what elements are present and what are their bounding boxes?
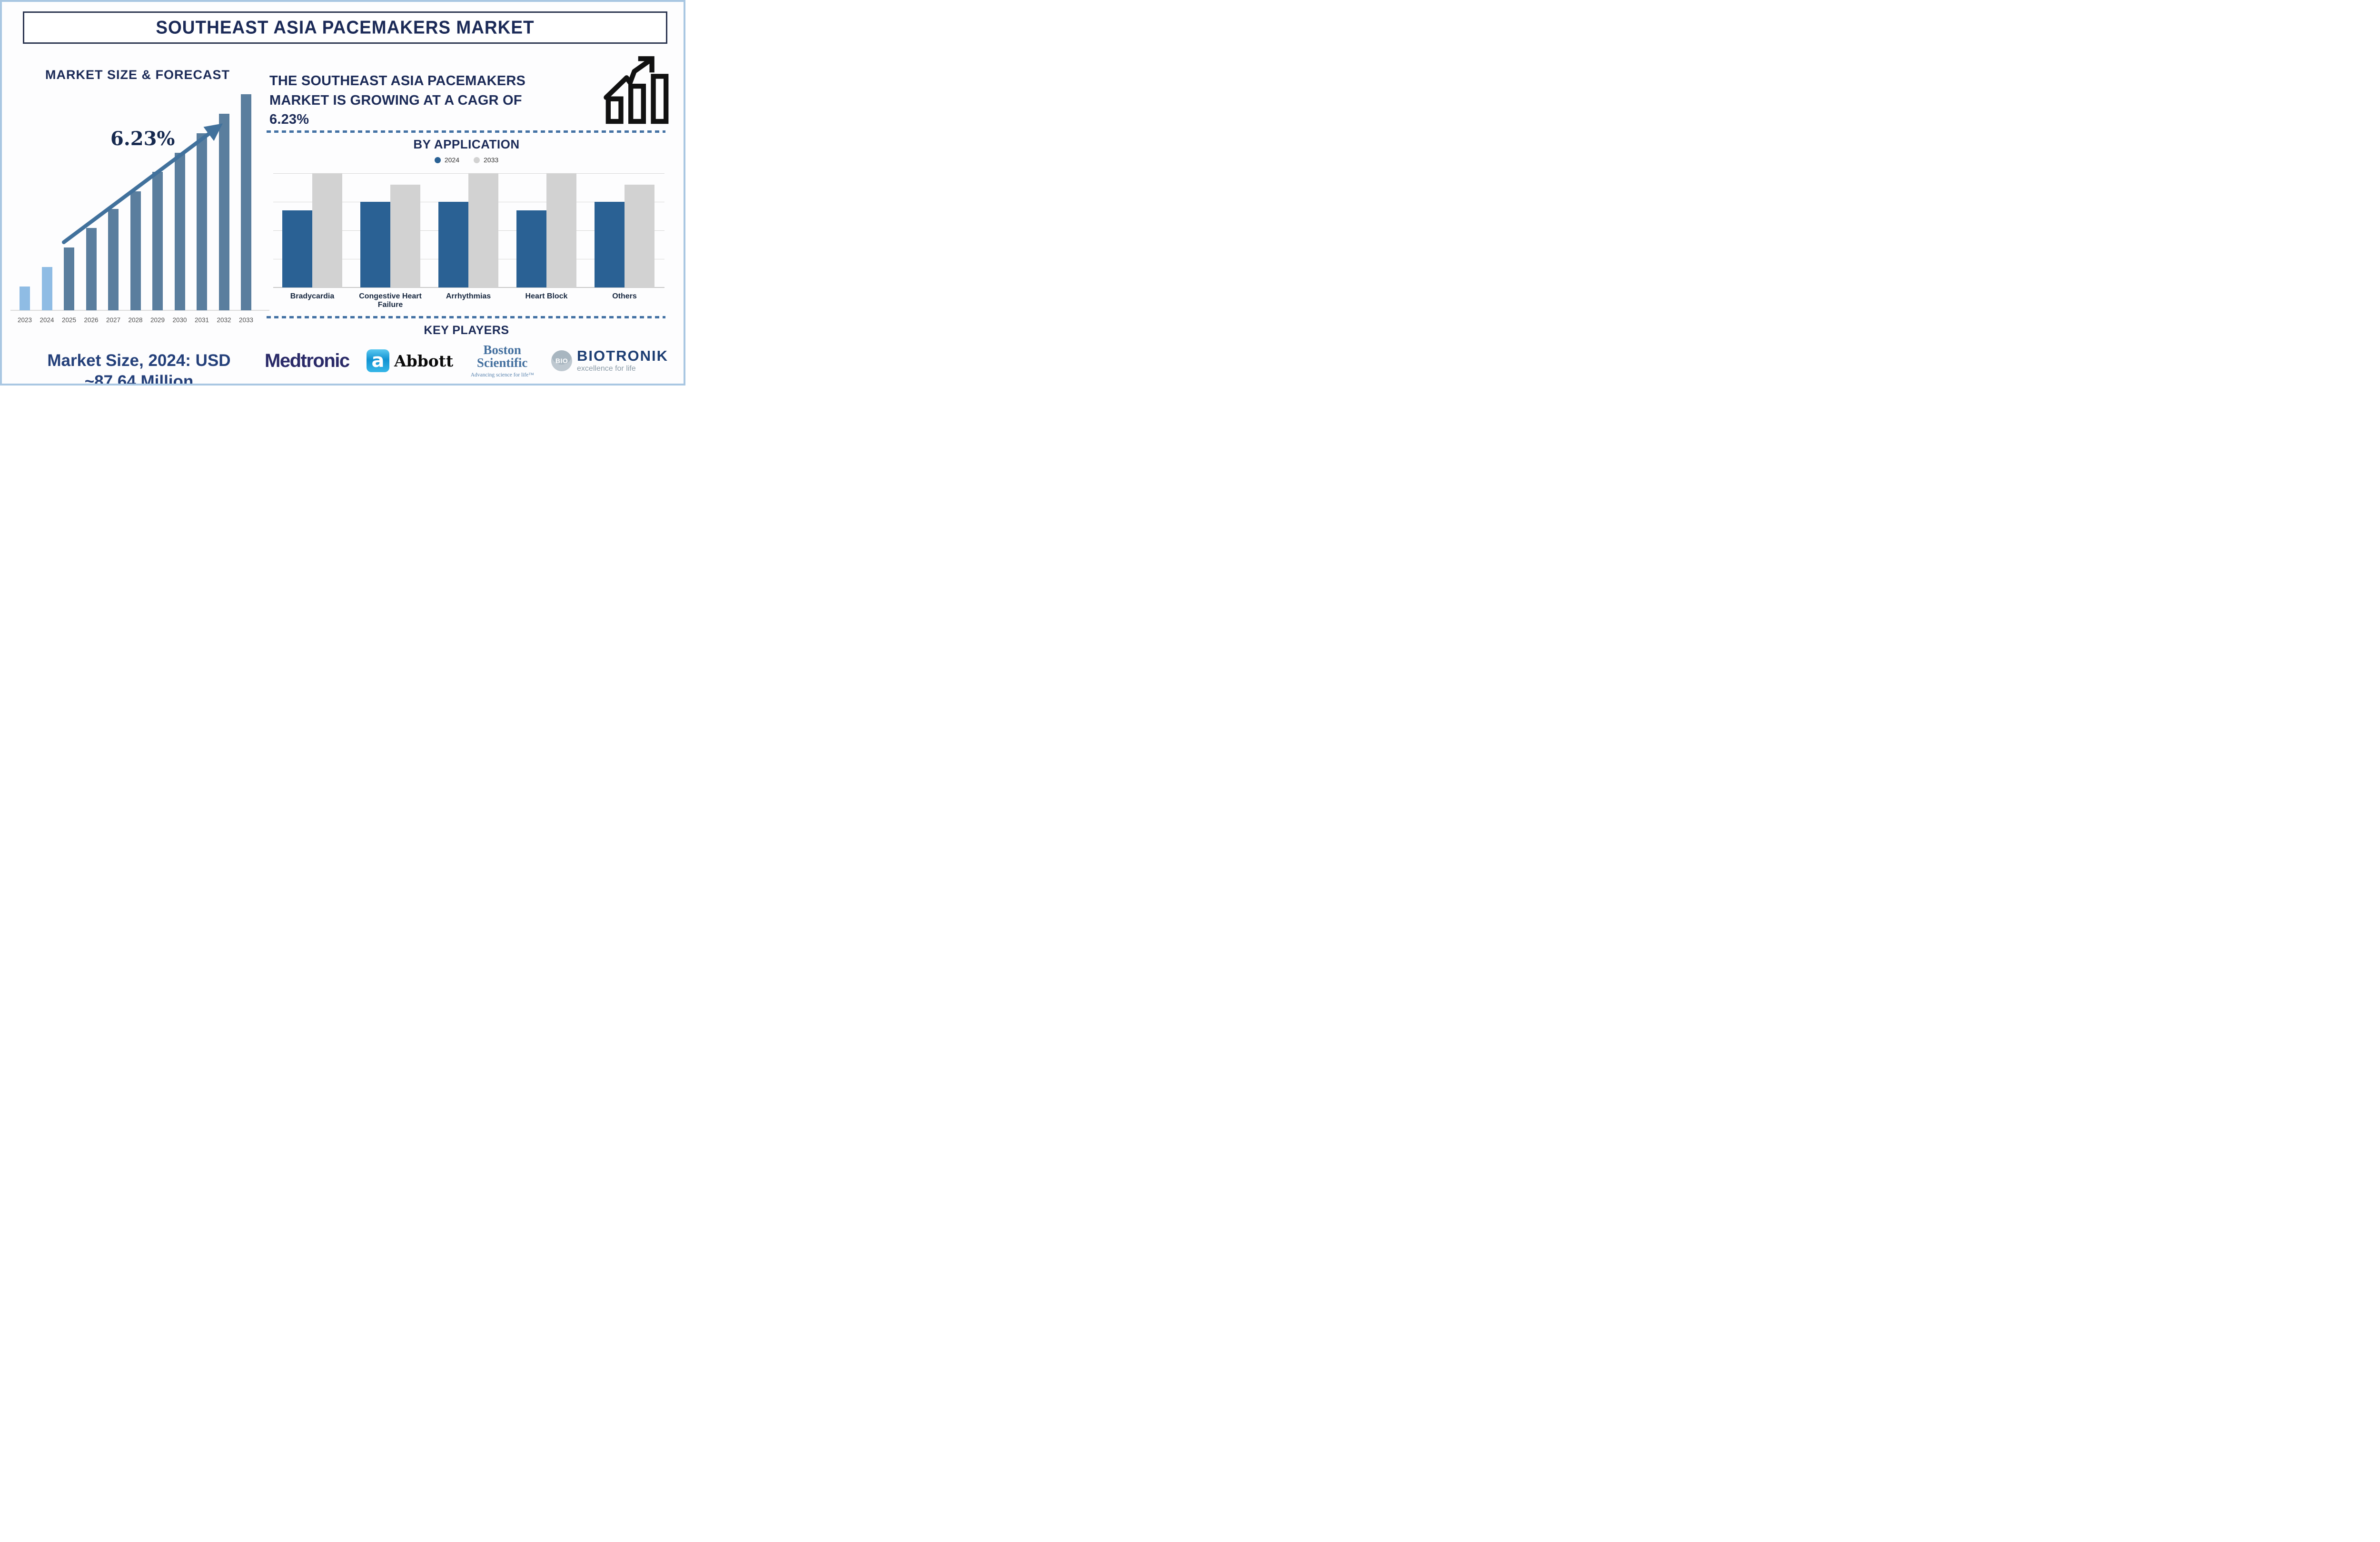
forecast-year-label: 2031	[194, 316, 209, 324]
market-size-callout: Market Size, 2024: USD ~87.64 Million	[15, 350, 263, 386]
bar-2033-arrhythmias	[468, 173, 498, 287]
legend-label: 2024	[444, 156, 459, 164]
forecast-year-label: 2023	[17, 316, 32, 324]
abbott-wordmark: Abbott	[394, 351, 454, 370]
forecast-year-label: 2027	[106, 316, 121, 324]
market-size-line1: Market Size, 2024: USD	[47, 351, 231, 370]
title-banner: SOUTHEAST ASIA PACEMAKERS MARKET	[23, 11, 667, 44]
forecast-year-label: 2033	[238, 316, 254, 324]
bar-2024-arrhythmias	[438, 202, 468, 287]
abbott-logo: a Abbott	[367, 349, 453, 372]
forecast-year-label: 2024	[40, 316, 54, 324]
forecast-year-label: 2026	[84, 316, 99, 324]
application-group-4: Heart Block	[507, 173, 585, 300]
forecast-bar-2024	[41, 267, 52, 310]
infographic-canvas: SOUTHEAST ASIA PACEMAKERS MARKET MARKET …	[0, 0, 685, 386]
forecast-bar-2025	[64, 247, 74, 310]
boston-wordmark-line1: Boston	[483, 342, 521, 357]
forecast-x-axis	[10, 310, 269, 311]
application-category-label: Bradycardia	[290, 292, 335, 300]
legend-label: 2033	[484, 156, 499, 164]
bar-2033-others	[625, 185, 654, 287]
biotronik-tagline: excellence for life	[577, 365, 636, 373]
forecast-bar-2029	[152, 172, 163, 310]
forecast-year-label: 2028	[128, 316, 143, 324]
boston-wordmark-line2: Scientific	[476, 355, 528, 370]
bar-2024-congestive-heart-failure	[360, 202, 390, 287]
forecast-heading: MARKET SIZE & FORECAST	[45, 68, 230, 82]
application-group-3: Arrhythmias	[429, 173, 507, 300]
application-group-5: Others	[585, 173, 664, 300]
boston-tagline: Advancing science for life™	[470, 372, 534, 378]
bar-2024-bradycardia	[282, 210, 312, 287]
bar-2033-heart-block	[546, 173, 576, 287]
dashed-separator-bottom	[267, 316, 665, 318]
forecast-year-label: 2025	[61, 316, 77, 324]
forecast-bar-2030	[174, 152, 185, 310]
forecast-bar-2027	[108, 208, 119, 310]
forecast-bar-2033	[241, 94, 251, 310]
biotronik-wordmark: BIOTRONIK	[577, 347, 668, 364]
cagr-statement: THE SOUTHEAST ASIA PACEMAKERS MARKET IS …	[269, 73, 526, 128]
bar-2024-others	[595, 202, 625, 287]
forecast-year-label: 2032	[217, 316, 231, 324]
application-group-1: Bradycardia	[273, 173, 351, 300]
key-players-row: Medtronic a Abbott Boston Scientific Adv…	[265, 341, 668, 381]
application-category-label: Arrhythmias	[446, 292, 491, 300]
legend-dot-icon	[434, 157, 441, 163]
forecast-bar-2032	[218, 113, 229, 310]
application-category-label: Congestive Heart Failure	[359, 292, 422, 309]
application-heading: BY APPLICATION	[413, 137, 520, 151]
legend-item-2024: 2024	[434, 156, 459, 164]
forecast-bar-2023	[20, 287, 30, 310]
abbott-mark-icon: a	[367, 349, 390, 372]
forecast-year-label: 2029	[150, 316, 165, 324]
application-legend: 2024 2033	[268, 156, 664, 164]
bar-2024-heart-block	[516, 210, 546, 287]
dashed-separator-top	[267, 130, 665, 133]
page-title: SOUTHEAST ASIA PACEMAKERS MARKET	[156, 17, 535, 38]
application-chart: Bradycardia Congestive Heart Failure Arrhy…	[273, 173, 664, 309]
application-category-label: Heart Block	[525, 292, 568, 300]
forecast-bar-2026	[86, 228, 97, 310]
forecast-bar-2031	[197, 133, 207, 310]
growth-chart-icon	[604, 56, 669, 124]
bar-2033-bradycardia	[312, 173, 342, 287]
forecast-year-label: 2030	[172, 316, 187, 324]
legend-dot-icon	[474, 157, 480, 163]
application-group-2: Congestive Heart Failure	[351, 173, 429, 309]
market-size-line2: ~87.64 Million	[84, 372, 194, 386]
key-players-heading: KEY PLAYERS	[424, 324, 509, 337]
forecast-chart: 2023 2024 2025 2026 2027 2028 2029 2030 2031 2032…	[10, 92, 269, 324]
application-x-axis	[273, 287, 664, 288]
bar-2033-congestive-heart-failure	[390, 185, 420, 287]
medtronic-logo: Medtronic	[265, 350, 350, 371]
biotronik-globe-icon: BIO	[551, 350, 573, 371]
boston-scientific-logo: Boston Scientific Advancing science for …	[470, 342, 534, 378]
application-category-label: Others	[612, 292, 637, 300]
forecast-cagr-label: 6.23%	[110, 128, 175, 150]
legend-item-2033: 2033	[474, 156, 498, 164]
forecast-bar-2028	[130, 191, 141, 310]
biotronik-logo: BIO BIOTRONIK excellence for life	[551, 348, 668, 374]
